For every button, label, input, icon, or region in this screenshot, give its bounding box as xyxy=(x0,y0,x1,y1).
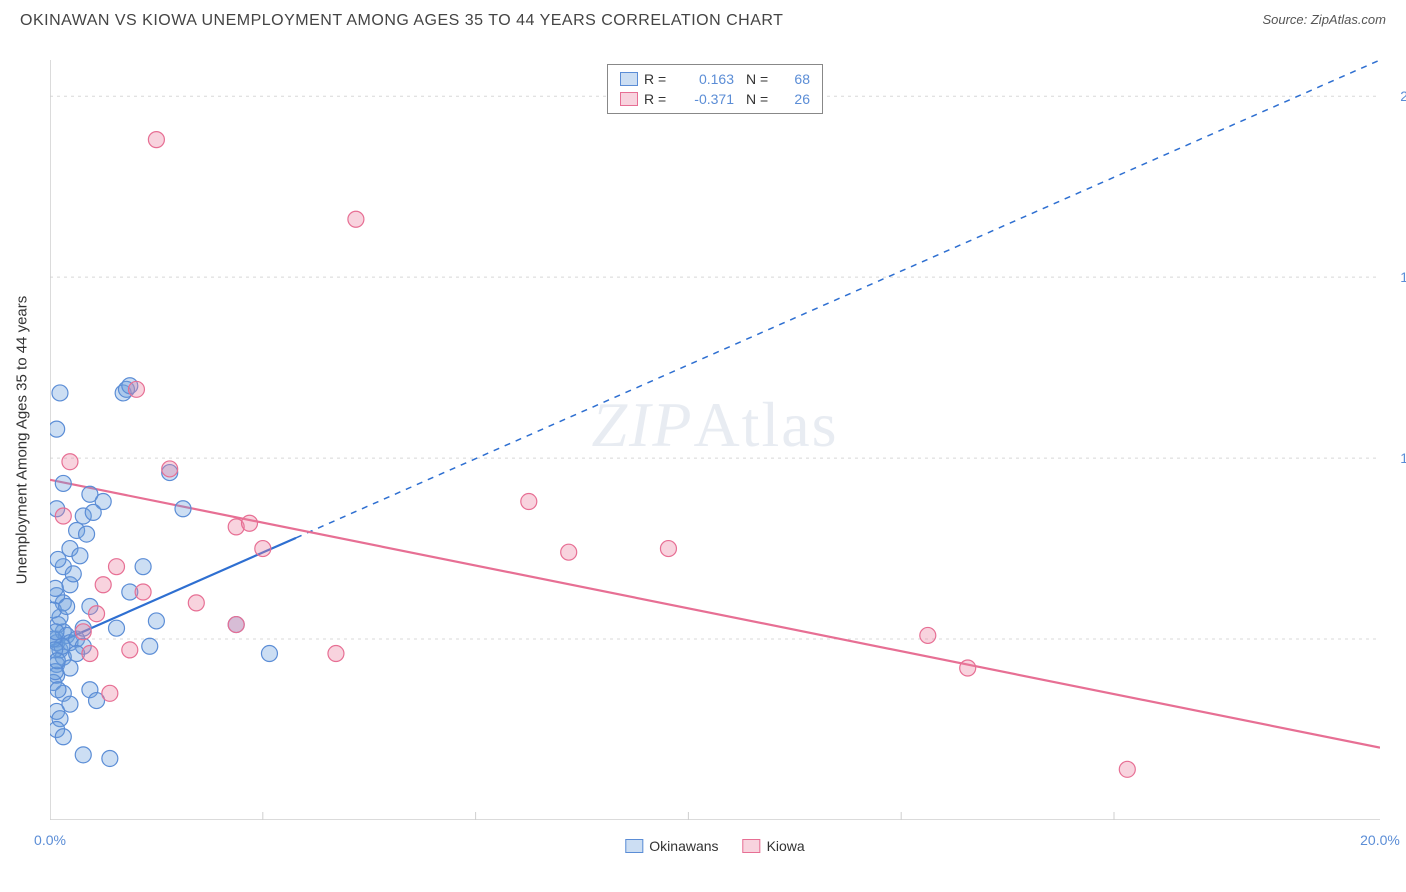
y-axis-label: Unemployment Among Ages 35 to 44 years xyxy=(14,296,31,585)
scatter-plot xyxy=(50,60,1380,820)
chart-area: Unemployment Among Ages 35 to 44 years Z… xyxy=(50,60,1380,820)
chart-title: OKINAWAN VS KIOWA UNEMPLOYMENT AMONG AGE… xyxy=(20,12,783,30)
legend-swatch-icon xyxy=(620,72,638,86)
legend-swatch-icon xyxy=(620,92,638,106)
stats-legend-row: R =0.163N =68 xyxy=(620,69,810,89)
x-tick-label: 20.0% xyxy=(1360,832,1400,848)
source-attribution: Source: ZipAtlas.com xyxy=(1262,12,1386,27)
y-tick-label: 15.0% xyxy=(1400,269,1406,285)
stats-legend: R =0.163N =68R =-0.371N =26 xyxy=(607,64,823,114)
legend-item: Okinawans xyxy=(625,838,718,854)
x-tick-label: 0.0% xyxy=(34,832,66,848)
series-legend: Okinawans Kiowa xyxy=(625,838,804,854)
y-tick-label: 20.0% xyxy=(1400,88,1406,104)
legend-swatch-icon xyxy=(743,839,761,853)
legend-swatch-icon xyxy=(625,839,643,853)
y-tick-label: 10.0% xyxy=(1400,450,1406,466)
stats-legend-row: R =-0.371N =26 xyxy=(620,89,810,109)
legend-item: Kiowa xyxy=(743,838,805,854)
header: OKINAWAN VS KIOWA UNEMPLOYMENT AMONG AGE… xyxy=(0,0,1406,36)
